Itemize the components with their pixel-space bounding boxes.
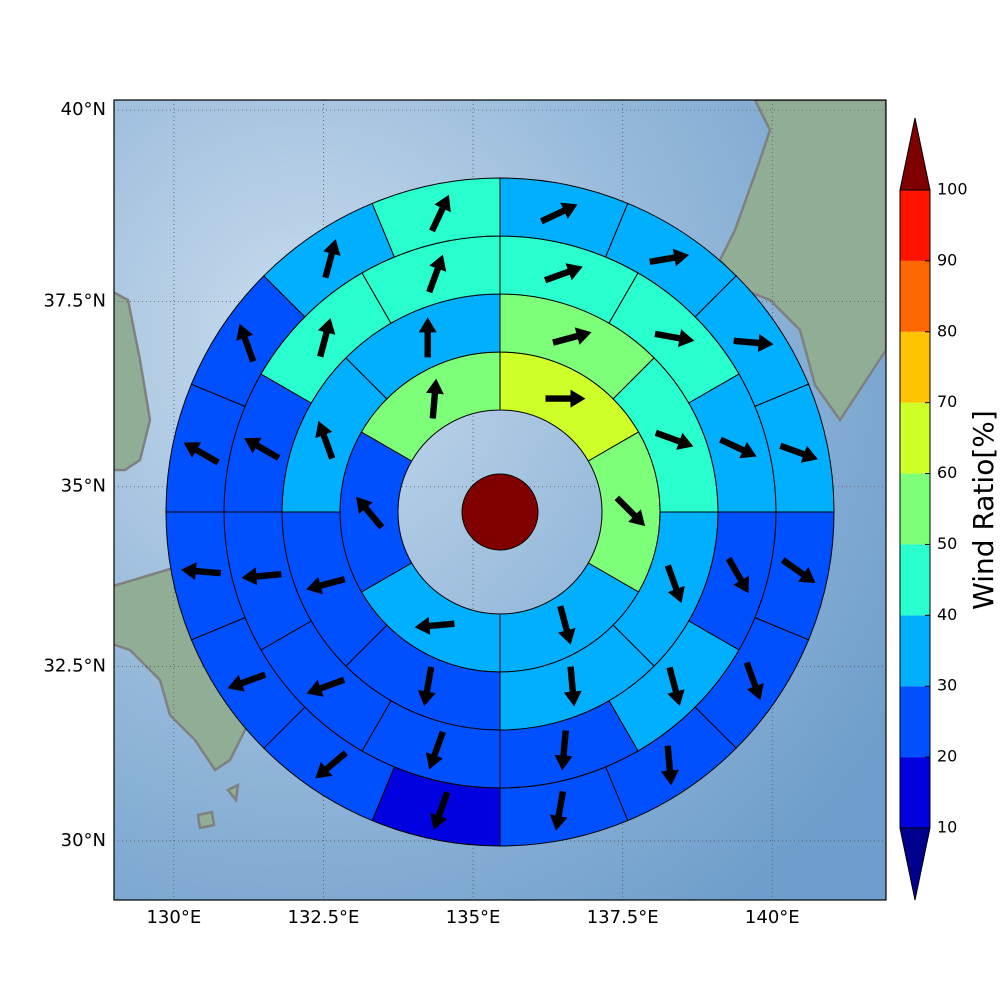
wind-arrow — [417, 666, 436, 707]
wind-arrow — [544, 263, 583, 284]
wind-arrow — [322, 239, 341, 279]
colorbar-bin — [900, 331, 930, 403]
wind-arrow — [306, 676, 346, 697]
wind-arrow — [563, 666, 582, 707]
wind-arrow — [426, 378, 444, 419]
colorbar-tick-label: 50 — [937, 534, 957, 553]
wind-arrow — [779, 442, 818, 463]
wind-arrow — [227, 671, 267, 692]
colorbar-frame — [899, 189, 931, 829]
wind-arrow — [429, 194, 451, 233]
y-tick-label: 30°N — [61, 830, 106, 851]
colorbar-bin — [900, 757, 930, 828]
wind-arrow — [430, 791, 451, 830]
y-tick-label: 40°N — [61, 99, 106, 120]
y-tick-label: 32.5°N — [43, 655, 106, 676]
x-tick-label: 132.5°E — [288, 907, 360, 928]
wind-arrow — [660, 745, 679, 786]
wind-arrow — [557, 605, 576, 645]
wind-arrow — [725, 557, 749, 594]
wind-arrow — [649, 248, 690, 267]
colorbar-tick-label: 60 — [937, 463, 957, 482]
wind-arrow — [614, 495, 646, 527]
wind-arrow — [180, 562, 222, 580]
wind-arrow — [664, 564, 685, 604]
wind-arrow — [315, 750, 348, 779]
wind-arrow — [780, 557, 816, 583]
axes-frame — [113, 99, 887, 901]
colorbar-bin — [900, 190, 930, 261]
wind-arrow — [545, 389, 586, 408]
colorbar-bin — [900, 544, 930, 616]
polar-cells — [165, 177, 835, 847]
wind-arrow — [426, 254, 447, 294]
colorbar-tick-label: 70 — [937, 392, 957, 411]
wind-arrow — [733, 334, 774, 352]
colorbar-bin — [900, 402, 930, 474]
wind-arrow — [315, 420, 336, 460]
colorbar-bin — [900, 686, 930, 758]
wind-arrow — [356, 496, 385, 530]
colorbar-bin — [900, 260, 930, 332]
x-tick-label: 140°E — [745, 907, 800, 928]
wind-arrow — [666, 666, 685, 706]
wind-arrow — [306, 576, 346, 595]
wind-arrow — [317, 318, 336, 358]
center-cell — [461, 473, 539, 551]
y-tick-label: 37.5°N — [43, 291, 106, 312]
wind-arrow — [244, 437, 281, 461]
wind-arrow — [719, 436, 757, 459]
colorbar-over — [899, 117, 931, 191]
wind-arrow — [414, 616, 455, 635]
y-tick-label: 35°N — [61, 476, 106, 497]
colorbar: 10 20 30 40 50 60 70 80 90 100 — [899, 117, 968, 901]
wind-arrow — [183, 442, 220, 466]
wind-arrow — [743, 661, 764, 701]
x-tick-label: 130°E — [146, 907, 201, 928]
wind-arrow — [552, 327, 592, 346]
wind-arrow — [654, 429, 694, 450]
colorbar-under — [899, 827, 931, 901]
wind-arrow — [540, 202, 578, 225]
colorbar-tick-label: 30 — [937, 676, 957, 695]
wind-arrow — [236, 323, 257, 363]
wind-arrow — [654, 329, 695, 348]
wind-arrow — [554, 730, 573, 771]
colorbar-bin — [900, 615, 930, 687]
wind-arrow — [425, 730, 446, 770]
colorbar-tick-label: 80 — [937, 321, 957, 340]
wind-arrows — [180, 194, 818, 831]
x-tick-label: 135°E — [446, 907, 501, 928]
wind-arrow — [241, 567, 282, 586]
colorbar-tick-label: 100 — [937, 180, 968, 199]
colorbar-bin — [900, 473, 930, 545]
wind-arrow — [418, 317, 437, 358]
colorbar-tick-label: 40 — [937, 605, 957, 624]
colorbar-label: Wind Ratio[%] — [967, 410, 1000, 610]
colorbar-tick-label: 90 — [937, 250, 957, 269]
x-tick-label: 137.5°E — [587, 907, 659, 928]
colorbar-tick-label: 10 — [937, 818, 957, 837]
colorbar-tick-label: 20 — [937, 747, 957, 766]
wind-arrow — [549, 790, 568, 831]
